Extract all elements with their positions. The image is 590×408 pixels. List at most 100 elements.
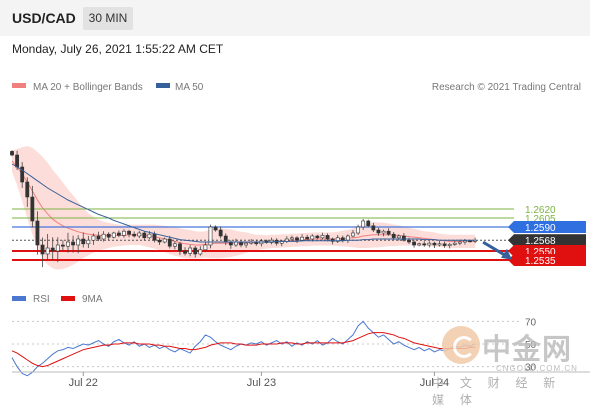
candle-body — [35, 220, 40, 246]
bollinger-band-fill — [12, 146, 476, 270]
candle-body — [106, 233, 111, 238]
candle-body — [422, 243, 427, 246]
rsi-level-label-30: 30 — [525, 363, 537, 374]
rsi-level-label-50: 50 — [525, 340, 537, 351]
candle-body — [335, 237, 340, 242]
candle-body — [66, 241, 70, 247]
candle-body — [157, 239, 162, 243]
x-tick-label: Jul 24 — [420, 377, 449, 389]
legend-label-rsi: RSI — [33, 294, 50, 305]
candle-body — [300, 236, 304, 241]
candle-body — [325, 235, 330, 240]
candle-body — [76, 238, 81, 246]
candle-body — [295, 237, 299, 241]
legend-label-9ma: 9MA — [82, 294, 103, 305]
candle-body — [45, 247, 50, 255]
candle-body — [447, 244, 452, 246]
candle-body — [122, 230, 126, 236]
candle-body — [60, 244, 65, 247]
watermark-logo-icon — [442, 326, 480, 364]
candle-body — [193, 247, 198, 255]
candle-body — [351, 232, 355, 237]
candle-body — [315, 235, 320, 239]
legend-swatch-bollinger — [12, 83, 26, 88]
candle-body — [457, 241, 462, 244]
candle-body — [432, 242, 437, 246]
symbol-label: USD/CAD — [12, 10, 76, 26]
level-label-1.2550: 1.2550 — [525, 247, 556, 258]
level-label-1.2605: 1.2605 — [525, 214, 556, 225]
candle-body — [381, 230, 386, 234]
candle-body — [91, 235, 96, 241]
legend-swatch-rsi — [12, 296, 26, 301]
level-tag-arrow-1.2550 — [508, 245, 514, 257]
timestamp-label: Monday, July 26, 2021 1:55:22 AM CET — [12, 42, 224, 56]
candle-body — [361, 220, 366, 228]
candle-body — [346, 235, 350, 241]
candle-body — [162, 238, 167, 243]
candle-body — [127, 230, 131, 235]
candle-body — [412, 241, 416, 246]
candle-body — [203, 244, 208, 251]
candle-body — [290, 237, 294, 240]
legend-label-ma50: MA 50 — [175, 82, 204, 93]
candle-body — [132, 233, 137, 237]
rsi-series-RSI — [11, 320, 476, 377]
candle-body — [183, 250, 187, 254]
chart-header: USD/CAD 30 MIN — [0, 0, 590, 36]
candle-body — [310, 235, 315, 240]
candle-body — [452, 242, 457, 245]
candle-body — [320, 235, 325, 239]
candle-body — [167, 238, 172, 247]
level-tag-arrow-1.2535 — [508, 254, 514, 266]
candle-body — [442, 243, 447, 246]
candle-body — [40, 244, 45, 255]
ma50-line — [11, 163, 476, 243]
candle-body — [172, 243, 177, 247]
candle-body — [356, 226, 360, 234]
rsi-level-label-70: 70 — [525, 317, 537, 328]
level-tag-1.2590 — [514, 221, 586, 233]
level-tag-1.2535 — [514, 254, 586, 266]
candle-body — [147, 233, 152, 239]
candle-body — [10, 151, 14, 156]
level-tag-arrow-1.2568 — [508, 234, 514, 247]
legend-swatch-ma50 — [156, 83, 170, 88]
candle-body — [20, 166, 25, 183]
candle-body — [376, 229, 381, 234]
watermark-site: CNGOLD.COM.CN — [496, 364, 578, 373]
candle-body — [137, 232, 142, 237]
candle-body — [366, 220, 371, 227]
x-tick-label: Jul 23 — [247, 377, 276, 389]
candle-body — [71, 241, 75, 246]
candle-body — [55, 244, 60, 252]
ma20-line — [11, 160, 476, 246]
level-tag-arrow-1.2590 — [508, 221, 514, 233]
candle-body — [142, 232, 147, 239]
candle-body — [101, 233, 106, 240]
candle-body — [86, 239, 91, 245]
level-label-1.2590: 1.2590 — [525, 223, 556, 234]
candle-body — [386, 230, 391, 235]
legend-label-bollinger: MA 20 + Bollinger Bands — [33, 82, 143, 93]
candle-body — [244, 242, 249, 246]
watermark-title: 中金网 — [482, 332, 573, 366]
timeframe-badge[interactable]: 30 MIN — [83, 7, 133, 30]
candle-body — [305, 236, 310, 240]
candle-body — [15, 154, 19, 168]
candle-body — [188, 247, 193, 254]
candle-body — [213, 226, 218, 231]
candle-body — [25, 181, 30, 198]
candle-body — [468, 240, 472, 243]
candle-body — [340, 237, 345, 241]
candle-body — [96, 235, 101, 240]
candle-body — [152, 233, 157, 241]
forecast-arrow-shaft — [482, 240, 507, 258]
candle-body — [198, 249, 203, 255]
rsi-series-9MA — [11, 332, 476, 368]
candle-body — [30, 196, 35, 222]
watermark-subtitle: 中 文 财 经 新 媒 体 — [432, 376, 562, 407]
candle-body — [427, 242, 432, 246]
watermark: 中金网 CNGOLD.COM.CN 中 文 财 经 新 媒 体 — [432, 324, 588, 407]
